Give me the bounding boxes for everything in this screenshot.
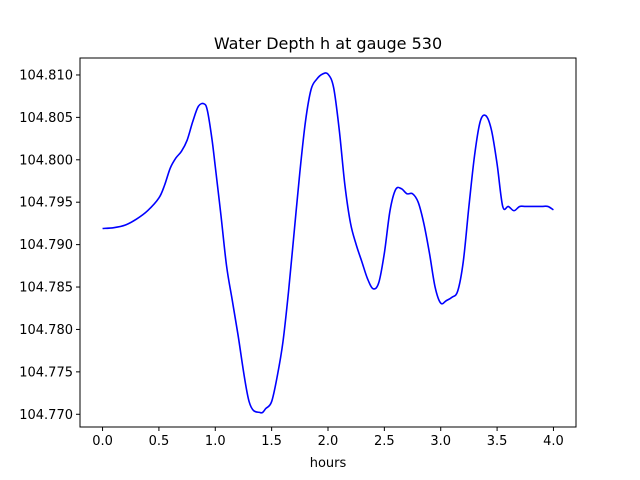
x-tick-label: 4.0 bbox=[543, 434, 564, 449]
x-tick-label: 2.5 bbox=[374, 434, 395, 449]
x-tick-label: 2.0 bbox=[318, 434, 339, 449]
x-tick-label: 3.5 bbox=[487, 434, 508, 449]
y-tick-label: 104.780 bbox=[19, 323, 73, 338]
x-axis-label: hours bbox=[310, 456, 347, 471]
y-tick-label: 104.795 bbox=[19, 196, 73, 211]
series-line-water-depth bbox=[102, 72, 554, 414]
x-tick-label: 0.0 bbox=[92, 434, 113, 449]
chart-title: Water Depth h at gauge 530 bbox=[214, 34, 442, 53]
y-tick-label: 104.800 bbox=[19, 153, 73, 168]
x-tick-label: 3.0 bbox=[430, 434, 451, 449]
y-tick-label: 104.775 bbox=[19, 365, 73, 380]
plot-area: 0.0 0.5 1.0 1.5 2.0 2.5 3.0 3.5 4.0 104.770104.7… bbox=[19, 57, 577, 449]
x-tick-label: 1.5 bbox=[261, 434, 282, 449]
x-tick-label: 1.0 bbox=[205, 434, 226, 449]
y-tick-label: 104.805 bbox=[19, 111, 73, 126]
y-axis-ticks: 104.770 104.775 104.780 104.785 104.790 104.7… bbox=[19, 68, 80, 423]
y-tick-label: 104.810 bbox=[19, 68, 73, 83]
y-tick-label: 104.785 bbox=[19, 281, 73, 296]
x-tick-label: 0.5 bbox=[149, 434, 170, 449]
y-tick-label: 104.790 bbox=[19, 238, 73, 253]
x-axis-ticks: 0.0 0.5 1.0 1.5 2.0 2.5 3.0 3.5 4.0 bbox=[92, 427, 564, 449]
y-tick-label: 104.770 bbox=[19, 408, 73, 423]
